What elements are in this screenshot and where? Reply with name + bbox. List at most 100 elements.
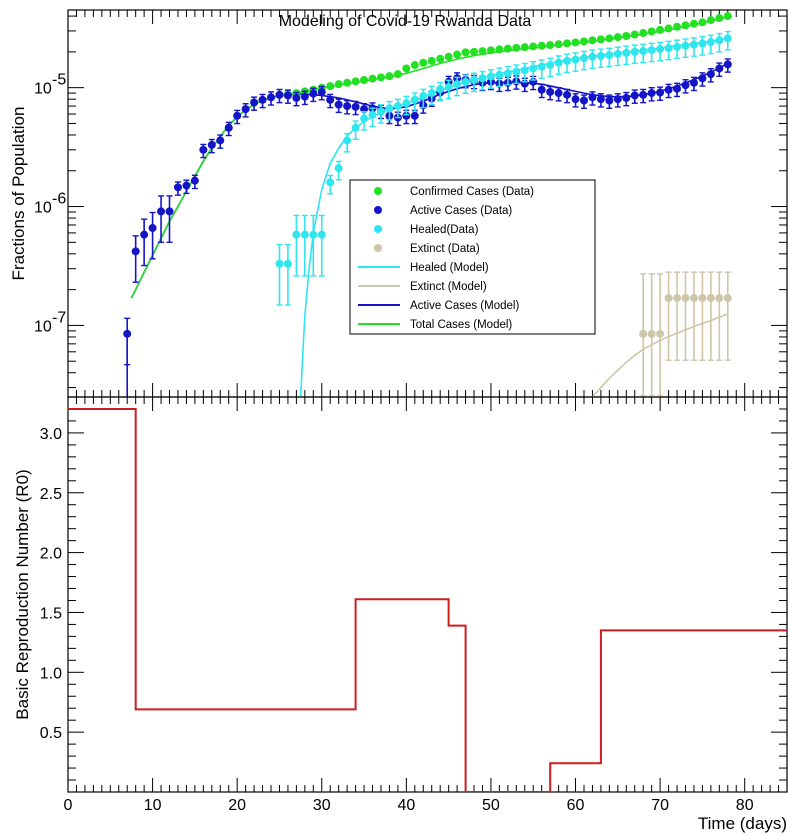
legend-marker-confirmed-cases-data bbox=[374, 187, 382, 195]
data-point bbox=[427, 56, 436, 65]
data-point bbox=[360, 114, 369, 123]
y-tick-label-exponent: -6 bbox=[52, 191, 66, 208]
data-point bbox=[605, 96, 614, 105]
data-point bbox=[385, 104, 394, 113]
data-point bbox=[317, 87, 326, 96]
data-point bbox=[402, 111, 411, 120]
data-point bbox=[605, 51, 614, 60]
data-point bbox=[579, 96, 588, 105]
legend-label-confirmed-cases-data: Confirmed Cases (Data) bbox=[410, 186, 534, 198]
data-point bbox=[376, 107, 385, 116]
data-point bbox=[309, 89, 318, 98]
data-point bbox=[664, 44, 673, 53]
data-point bbox=[292, 230, 301, 239]
x-tick-label: 50 bbox=[482, 797, 500, 814]
data-point bbox=[343, 78, 352, 87]
x-tick-label: 20 bbox=[228, 797, 246, 814]
data-point bbox=[613, 33, 622, 42]
legend-label-active-cases-data: Active Cases (Data) bbox=[410, 205, 512, 217]
data-point bbox=[656, 329, 665, 338]
data-point bbox=[393, 70, 402, 79]
data-point bbox=[512, 67, 521, 76]
data-point bbox=[630, 47, 639, 56]
data-point bbox=[579, 54, 588, 63]
data-point bbox=[419, 92, 428, 101]
data-point bbox=[317, 230, 326, 239]
top-plot-area bbox=[123, 12, 732, 397]
data-point bbox=[343, 136, 352, 145]
data-point bbox=[283, 259, 292, 268]
data-point bbox=[182, 181, 191, 190]
data-point bbox=[588, 36, 597, 45]
data-point bbox=[706, 70, 715, 79]
data-point bbox=[503, 44, 512, 53]
data-point bbox=[673, 84, 682, 93]
data-point bbox=[461, 77, 470, 86]
data-point bbox=[571, 38, 580, 47]
data-point bbox=[478, 47, 487, 56]
data-point bbox=[402, 99, 411, 108]
data-point bbox=[300, 230, 309, 239]
data-point bbox=[402, 64, 411, 73]
data-point bbox=[444, 83, 453, 92]
data-point bbox=[157, 207, 166, 216]
data-point bbox=[241, 105, 250, 114]
data-point bbox=[368, 74, 377, 83]
legend-label-total-cases-model: Total Cases (Model) bbox=[410, 319, 512, 331]
data-point bbox=[216, 136, 225, 145]
data-point bbox=[478, 74, 487, 83]
x-tick-label: 0 bbox=[64, 797, 73, 814]
data-point bbox=[140, 230, 149, 239]
data-point bbox=[385, 72, 394, 81]
x-tick-label: 40 bbox=[397, 797, 415, 814]
data-point bbox=[563, 56, 572, 65]
data-point bbox=[605, 34, 614, 43]
data-point bbox=[554, 40, 563, 49]
data-point bbox=[343, 102, 352, 111]
data-point bbox=[148, 223, 157, 232]
data-point bbox=[351, 77, 360, 86]
r0-step-line bbox=[68, 408, 787, 792]
data-point bbox=[630, 91, 639, 100]
data-point bbox=[275, 90, 284, 99]
data-point bbox=[596, 95, 605, 104]
data-point bbox=[326, 82, 335, 91]
data-point bbox=[173, 183, 182, 192]
data-point bbox=[723, 60, 732, 69]
data-point bbox=[410, 61, 419, 70]
x-tick-label: 60 bbox=[567, 797, 585, 814]
data-point bbox=[571, 95, 580, 104]
y-tick-label: 3.0 bbox=[40, 426, 62, 443]
series-points-extinct-data bbox=[639, 271, 732, 397]
data-point bbox=[267, 93, 276, 102]
data-point bbox=[554, 89, 563, 98]
x-tick-label: 70 bbox=[651, 797, 669, 814]
data-point bbox=[529, 64, 538, 73]
data-point bbox=[258, 95, 267, 104]
data-point bbox=[436, 85, 445, 94]
data-point bbox=[706, 294, 715, 303]
data-point bbox=[334, 164, 343, 173]
data-point bbox=[300, 92, 309, 101]
legend-marker-active-cases-data bbox=[374, 206, 382, 214]
data-point bbox=[537, 85, 546, 94]
data-point bbox=[529, 42, 538, 51]
data-point bbox=[470, 75, 479, 84]
data-point bbox=[579, 37, 588, 46]
data-point bbox=[723, 294, 732, 303]
data-point bbox=[165, 207, 174, 216]
data-point bbox=[715, 294, 724, 303]
data-point bbox=[563, 90, 572, 99]
data-point bbox=[461, 48, 470, 57]
data-point bbox=[334, 100, 343, 109]
data-point bbox=[622, 31, 631, 40]
data-point bbox=[706, 38, 715, 47]
legend-label-active-cases-model: Active Cases (Model) bbox=[410, 300, 519, 312]
data-point bbox=[588, 52, 597, 61]
data-point bbox=[698, 18, 707, 27]
data-point bbox=[275, 259, 284, 268]
data-point bbox=[596, 35, 605, 44]
y-tick-label-exponent: -5 bbox=[52, 72, 66, 89]
data-point bbox=[427, 89, 436, 98]
y-tick-label: 1.0 bbox=[40, 665, 62, 682]
